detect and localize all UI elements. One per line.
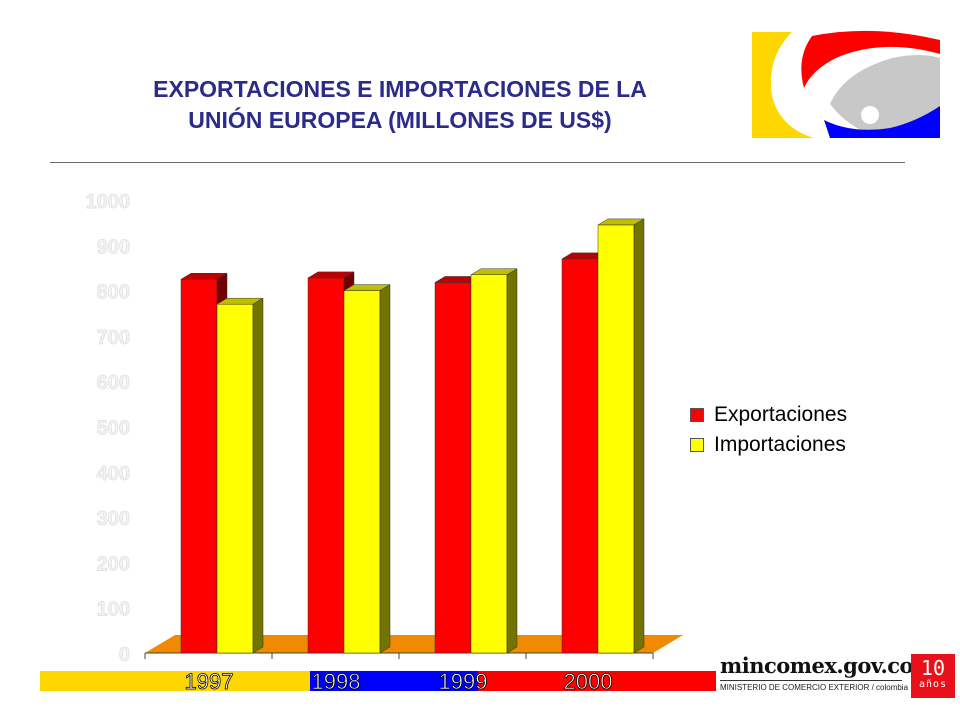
chart-legend: Exportaciones Importaciones xyxy=(690,400,847,460)
bar-importaciones-1999 xyxy=(470,268,518,654)
site-name: mincomex.gov.co xyxy=(720,653,914,678)
year-band-segment xyxy=(40,671,175,691)
chart-floor xyxy=(145,635,683,653)
chart-title-line-1: EXPORTACIONES E IMPORTACIONES DE LA xyxy=(153,76,647,102)
mincomex-logo xyxy=(752,28,940,138)
badge-number: 10 xyxy=(920,656,946,680)
floor-plane xyxy=(145,635,683,653)
ministry-name: MINISTERIO DE COMERCIO EXTERIOR / colomb… xyxy=(720,683,909,692)
year-band-segment xyxy=(478,671,716,691)
chart-title: EXPORTACIONES E IMPORTACIONES DE LA UNIÓ… xyxy=(60,74,740,136)
legend-label-exportaciones: Exportaciones xyxy=(714,403,848,426)
legend-label-importaciones: Importaciones xyxy=(714,433,846,456)
anniversary-badge: 10 años xyxy=(911,654,955,698)
y-tick-label: 100 xyxy=(97,599,130,621)
y-tick-label: 0 xyxy=(119,644,130,666)
bar-importaciones-1998 xyxy=(343,284,391,654)
bar-importaciones-2000 xyxy=(597,218,645,654)
site-branding: mincomex.gov.co MINISTERIO DE COMERCIO E… xyxy=(720,653,914,692)
y-tick-label: 200 xyxy=(97,553,130,575)
chart-bars xyxy=(180,218,645,654)
year-band-segment xyxy=(175,671,310,691)
branding-underline xyxy=(720,680,902,681)
y-tick-label: 400 xyxy=(97,463,130,485)
year-band xyxy=(40,671,716,691)
y-tick-label: 500 xyxy=(97,418,130,440)
y-tick-label: 300 xyxy=(97,508,130,530)
y-tick-label: 700 xyxy=(97,327,130,349)
y-tick-label: 900 xyxy=(97,236,130,258)
legend-item-exportaciones: Exportaciones xyxy=(690,400,847,430)
legend-swatch-exportaciones xyxy=(690,408,704,422)
bar-importaciones-1997 xyxy=(216,297,264,654)
year-band-segment xyxy=(310,671,478,691)
badge-text: años xyxy=(918,679,948,690)
chart-title-line-2: UNIÓN EUROPEA (MILLONES DE US$) xyxy=(188,107,612,133)
title-divider xyxy=(50,162,905,163)
legend-swatch-importaciones xyxy=(690,438,704,452)
y-tick-labels: 0 100 200 300 400 500 600 700 800 900 1000 xyxy=(85,191,131,667)
y-tick-label: 1000 xyxy=(86,191,131,213)
y-tick-label: 800 xyxy=(97,282,130,304)
chart-axes xyxy=(144,652,654,659)
legend-item-importaciones: Importaciones xyxy=(690,430,847,460)
y-tick-label: 600 xyxy=(97,372,130,394)
